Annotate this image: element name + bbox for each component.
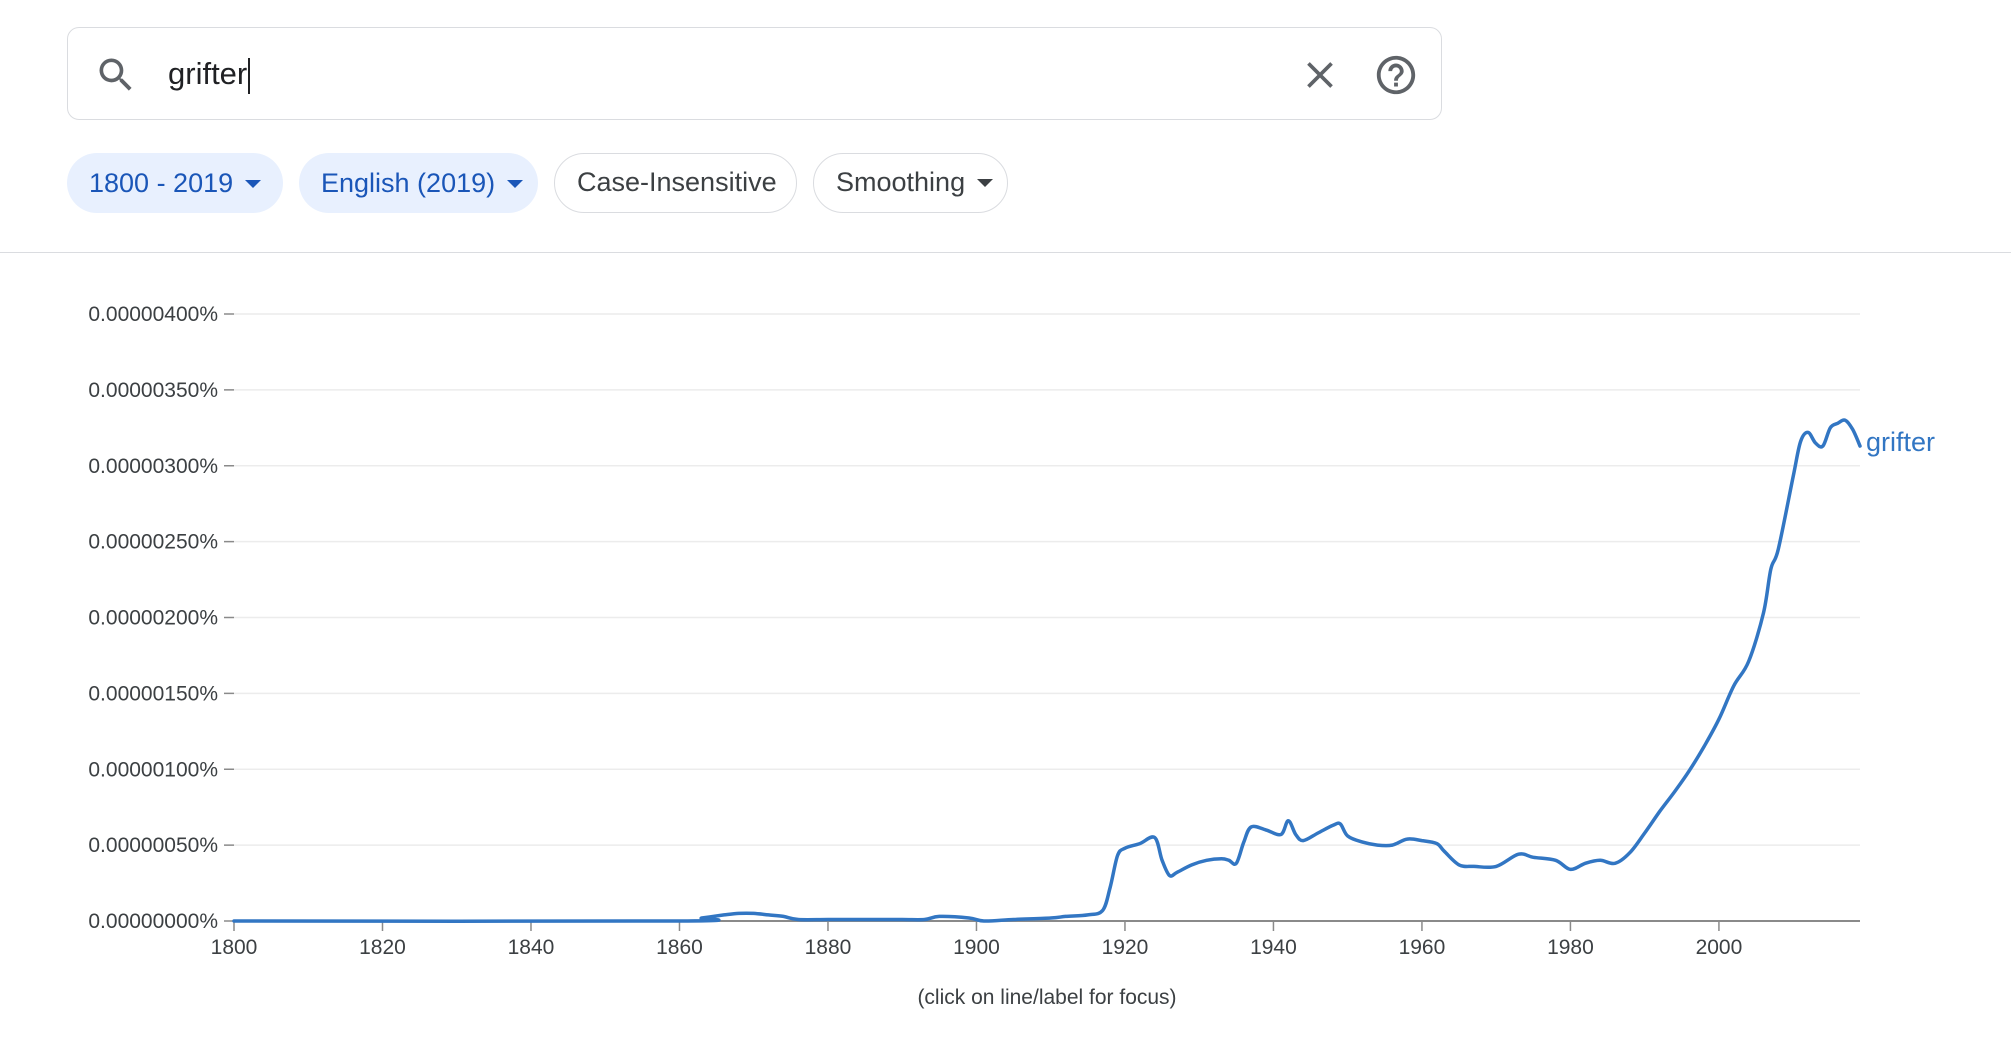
x-tick-label: 1980 [1547, 936, 1594, 959]
header-divider [0, 252, 2011, 253]
smoothing-dropdown[interactable]: Smoothing [813, 153, 1008, 213]
x-axis: 1800 1820 1840 1860 1880 1900 1920 1940 1960 1980… [211, 920, 1860, 959]
y-axis: 0.00000000% 0.00000050% 0.00000100% 0.00000… [88, 303, 234, 933]
text-caret [248, 57, 251, 94]
x-tick-label: 1800 [211, 936, 258, 959]
x-tick-label: 1880 [805, 936, 852, 959]
series-label-grifter[interactable]: grifter [1866, 427, 1935, 457]
y-tick-label: 0.00000300% [88, 455, 218, 478]
ngram-chart[interactable]: 0.00000000% 0.00000050% 0.00000100% 0.00000… [0, 260, 2011, 1040]
y-tick-label: 0.00000350% [88, 379, 218, 402]
series-layer[interactable]: grifter [232, 418, 1935, 923]
search-icon [99, 58, 132, 91]
smoothing-label: Smoothing [836, 167, 966, 197]
search-query: grifter [168, 56, 248, 91]
year-range-label: 1800 - 2019 [89, 168, 234, 198]
y-tick-label: 0.00000000% [88, 910, 218, 933]
y-tick-label: 0.00000150% [88, 682, 218, 705]
year-range-dropdown[interactable]: 1800 - 2019 [67, 153, 283, 213]
y-tick-label: 0.00000100% [88, 758, 218, 781]
x-tick-label: 1960 [1399, 936, 1446, 959]
x-tick-label: 1820 [359, 936, 406, 959]
search-input[interactable]: grifter [168, 52, 251, 96]
y-tick-label: 0.00000250% [88, 531, 218, 554]
x-tick-label: 2000 [1696, 936, 1743, 959]
x-tick-label: 1900 [953, 936, 1000, 959]
corpus-dropdown[interactable]: English (2019) [299, 153, 538, 213]
y-tick-label: 0.00000200% [88, 607, 218, 630]
close-icon[interactable] [1298, 53, 1342, 97]
series-line-grifter[interactable] [232, 418, 1862, 923]
corpus-label: English (2019) [321, 168, 496, 198]
caret-down-icon [977, 178, 994, 187]
focus-hint: (click on line/label for focus) [917, 986, 1177, 1009]
x-tick-label: 1940 [1250, 936, 1297, 959]
grid-lines [234, 313, 1860, 846]
caret-down-icon [507, 179, 524, 188]
help-icon[interactable] [1373, 52, 1419, 98]
x-tick-label: 1920 [1102, 936, 1149, 959]
y-tick-label: 0.00000400% [88, 303, 218, 326]
y-tick-label: 0.00000050% [88, 834, 218, 857]
case-insensitive-label: Case-Insensitive [577, 167, 777, 197]
search-box[interactable]: grifter [67, 27, 1442, 120]
caret-down-icon [245, 179, 262, 188]
x-tick-label: 1860 [656, 936, 703, 959]
case-insensitive-toggle[interactable]: Case-Insensitive [554, 153, 797, 213]
x-tick-label: 1840 [508, 936, 555, 959]
